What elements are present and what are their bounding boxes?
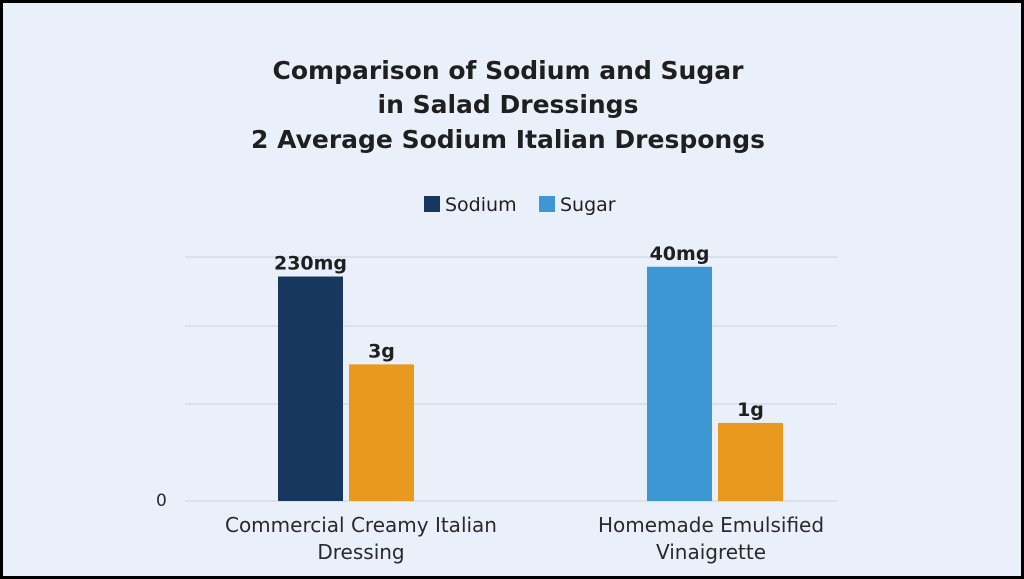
- data-label-group-0-bar-1: 3g: [368, 340, 395, 362]
- y-tick-label-0: 0: [156, 491, 167, 511]
- bar-chart: Comparison of Sodium and Sugar in Salad …: [156, 56, 837, 564]
- bars: 230mg 3g 40mg 1g: [274, 243, 783, 501]
- legend-swatch-sugar: [539, 196, 555, 212]
- title-line-3: 2 Average Sodium Italian Drespongs: [251, 125, 765, 154]
- category-labels: Commercial Creamy Italian Dressing Homem…: [225, 513, 824, 564]
- title-line-2: in Salad Dressings: [378, 90, 639, 119]
- data-label-group-1-bar-0: 40mg: [650, 243, 710, 265]
- legend-swatch-sodium: [424, 196, 440, 212]
- legend: Sodium Sugar: [424, 194, 616, 216]
- bar-group-1-bar-0: [647, 266, 712, 501]
- category-label-0-line-2: Dressing: [317, 540, 404, 564]
- bar-group-0-bar-1: [349, 364, 414, 501]
- data-label-group-1-bar-1: 1g: [737, 399, 764, 421]
- bar-group-0-bar-0: [278, 276, 343, 501]
- data-label-group-0-bar-0: 230mg: [274, 253, 347, 275]
- chart-title: Comparison of Sodium and Sugar in Salad …: [251, 56, 765, 154]
- chart-frame: Comparison of Sodium and Sugar in Salad …: [3, 3, 1021, 576]
- legend-label-sodium: Sodium: [445, 194, 517, 216]
- legend-label-sugar: Sugar: [560, 194, 616, 216]
- category-label-1-line-2: Vinaigrette: [656, 540, 766, 564]
- title-line-1: Comparison of Sodium and Sugar: [273, 56, 745, 85]
- category-label-1-line-1: Homemade Emulsified: [598, 513, 824, 537]
- category-label-0-line-1: Commercial Creamy Italian: [225, 513, 497, 537]
- bar-group-1-bar-1: [718, 422, 783, 501]
